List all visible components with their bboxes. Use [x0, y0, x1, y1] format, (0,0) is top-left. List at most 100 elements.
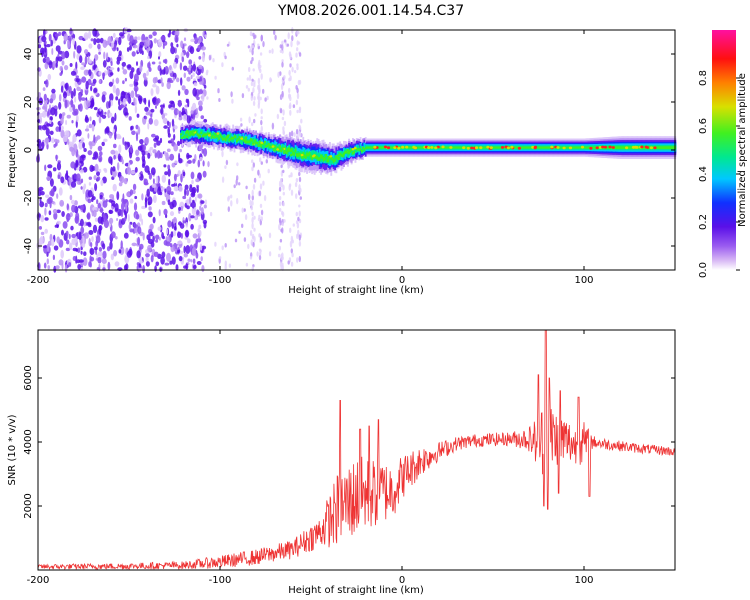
noise-blob	[129, 70, 134, 80]
noise-blob	[282, 184, 285, 191]
noise-blob	[228, 263, 232, 268]
ridge-band	[481, 146, 484, 149]
noise-blob	[69, 146, 74, 152]
noise-blob	[289, 53, 292, 60]
ridge-band	[208, 132, 210, 136]
noise-blob	[278, 245, 281, 251]
noise-blob	[161, 174, 166, 183]
noise-blob	[137, 226, 142, 234]
noise-blob	[107, 261, 111, 270]
ridge-band	[232, 137, 235, 140]
noise-blob	[297, 229, 300, 236]
noise-blob	[163, 125, 168, 129]
noise-blob	[92, 206, 97, 212]
ridge-band	[260, 144, 263, 148]
noise-blob	[269, 77, 272, 83]
noise-blob	[53, 212, 58, 220]
noise-blob	[62, 135, 68, 142]
noise-blob	[93, 134, 96, 143]
noise-blob	[288, 131, 292, 138]
ridge-hotspot	[533, 145, 538, 149]
noise-blob	[90, 85, 93, 92]
noise-blob	[178, 116, 183, 121]
ridge-band	[233, 135, 236, 138]
noise-blob	[150, 88, 154, 97]
noise-blob	[236, 175, 239, 181]
noise-blob	[262, 41, 265, 48]
noise-blob	[54, 224, 59, 228]
ridge-band	[648, 146, 651, 149]
noise-blob	[195, 75, 201, 79]
noise-blob	[84, 55, 88, 65]
noise-blob	[116, 56, 122, 62]
noise-blob	[258, 254, 262, 261]
noise-blob	[251, 122, 254, 127]
noise-blob	[249, 255, 253, 260]
ridge-band	[334, 158, 336, 162]
noise-blob	[38, 186, 44, 191]
noise-blob	[178, 157, 183, 164]
ridge-band	[422, 146, 424, 149]
noise-blob	[182, 114, 188, 121]
noise-blob	[56, 139, 60, 144]
ridge-band	[522, 146, 525, 149]
noise-blob	[80, 97, 86, 101]
noise-blob	[203, 221, 207, 229]
noise-blob	[178, 221, 182, 226]
ridge-band	[340, 153, 343, 157]
ridge-hotspot	[556, 146, 560, 149]
noise-blob	[296, 63, 299, 67]
noise-blob	[186, 115, 192, 124]
noise-blob	[134, 195, 138, 200]
noise-blob	[175, 187, 178, 192]
ridge-band	[270, 146, 273, 149]
noise-blob	[291, 35, 294, 42]
ridge-band	[452, 146, 455, 149]
colorbar-tick-label: 0.2	[698, 214, 709, 230]
ridge-hotspot	[186, 130, 190, 134]
noise-blob	[128, 116, 132, 121]
ridge-band	[237, 138, 240, 141]
noise-blob	[257, 103, 260, 109]
noise-blob	[61, 229, 64, 236]
x-tick-label: -100	[209, 275, 232, 286]
noise-blob	[132, 44, 138, 49]
noise-blob	[166, 148, 171, 153]
noise-blob	[141, 150, 146, 156]
ridge-hotspot	[208, 134, 211, 137]
noise-blob	[268, 49, 272, 54]
ridge-band	[218, 137, 221, 140]
noise-blob	[47, 110, 50, 117]
noise-blob	[136, 61, 138, 66]
noise-blob	[152, 31, 157, 36]
noise-blob	[253, 236, 256, 243]
noise-blob	[60, 176, 65, 184]
ridge-band	[520, 146, 522, 149]
noise-blob	[209, 211, 213, 217]
noise-blob	[135, 132, 139, 142]
noise-blob	[74, 215, 79, 224]
noise-blob	[176, 77, 180, 83]
ridge-band	[580, 146, 582, 149]
ridge-band	[214, 132, 217, 136]
noise-blob	[158, 51, 162, 58]
ridge-band	[206, 132, 209, 142]
noise-blob	[241, 223, 244, 228]
noise-blob	[300, 118, 303, 124]
ridge-band	[445, 146, 447, 149]
noise-blob	[194, 196, 197, 203]
noise-blob	[258, 66, 261, 71]
noise-blob	[253, 83, 256, 88]
noise-blob	[64, 264, 68, 273]
ridge-band	[521, 146, 524, 149]
noise-blob	[129, 144, 133, 154]
noise-blob	[290, 248, 293, 254]
ridge-band	[665, 146, 668, 149]
y-tick-label: 20	[23, 96, 34, 109]
noise-blob	[142, 159, 146, 167]
ridge-band	[278, 148, 280, 152]
noise-blob	[217, 88, 220, 94]
noise-blob	[170, 231, 174, 238]
ridge-band	[218, 133, 221, 139]
